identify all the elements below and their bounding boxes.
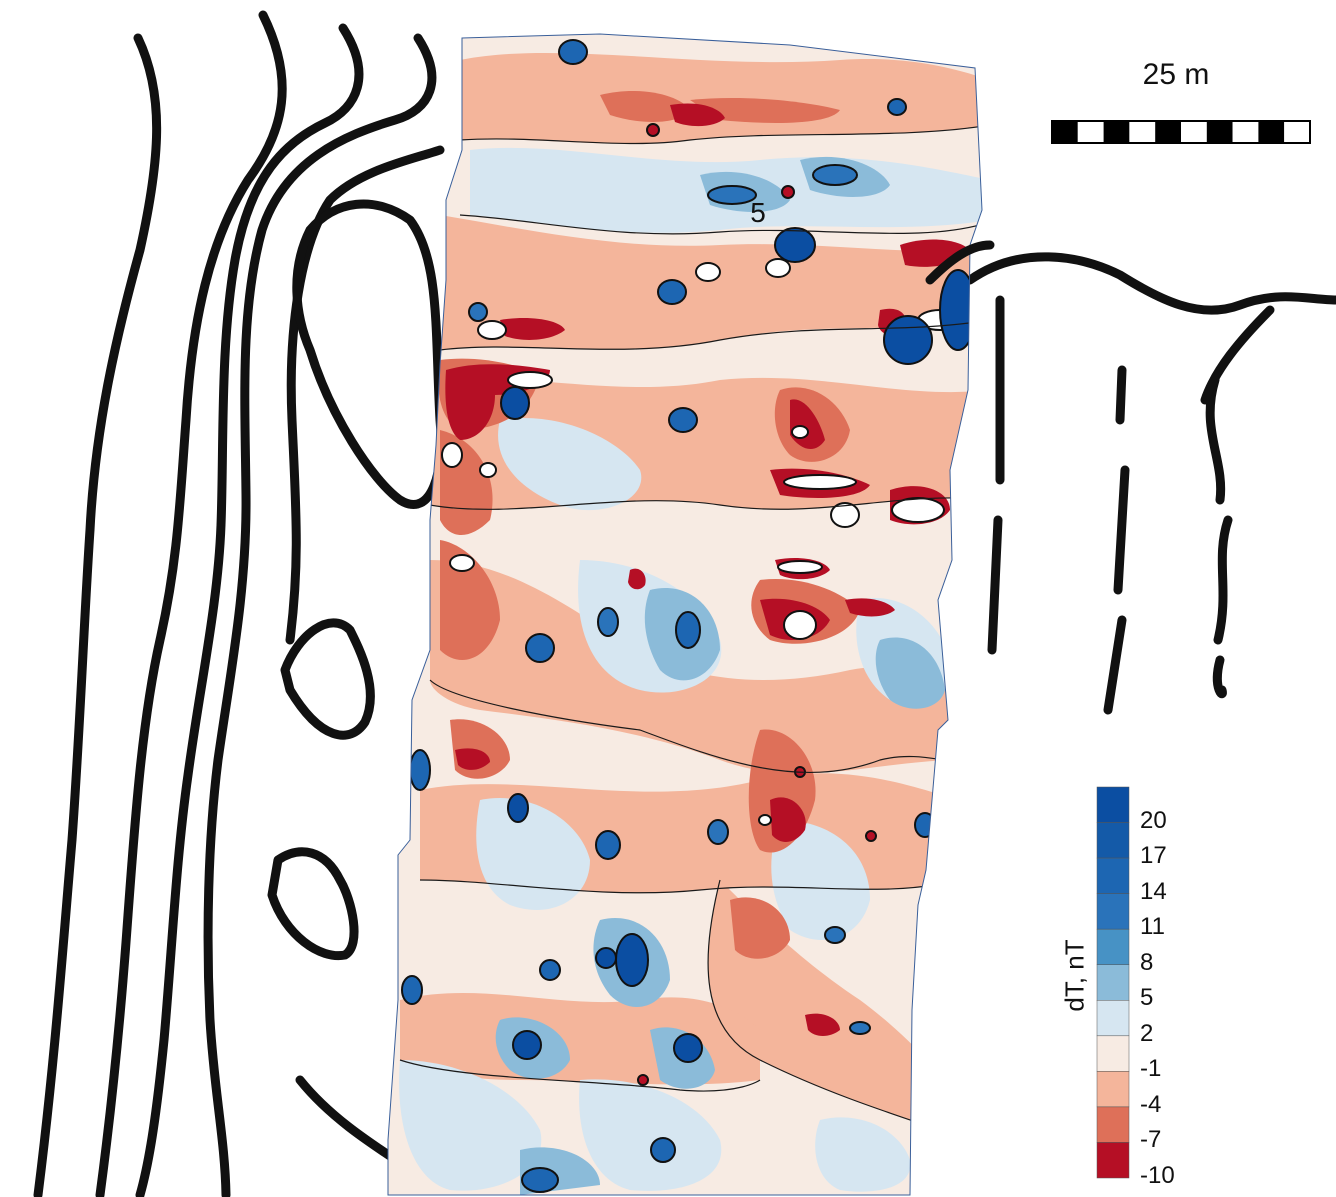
legend-tick-label: -1	[1140, 1055, 1162, 1083]
legend-title: dT, nT	[1059, 939, 1090, 1012]
terrain-contour-edge	[925, 240, 995, 285]
legend-tick-label: 14	[1140, 877, 1167, 905]
scale-bar-segment	[1284, 121, 1310, 143]
legend-color-swatch	[1096, 893, 1130, 930]
legend-color-swatch	[1096, 786, 1130, 823]
scale-bar-segment	[1052, 121, 1078, 143]
scale-bar-outline	[1051, 120, 1311, 144]
scale-bar	[1051, 120, 1311, 144]
legend-color-bar	[1096, 786, 1130, 1179]
scale-bar-label: 25 m	[1142, 58, 1210, 91]
legend-color-swatch	[1096, 1035, 1130, 1072]
scale-bar-segment	[1206, 121, 1233, 143]
scale-bar-segment	[1077, 121, 1104, 143]
legend-tick-label: -7	[1140, 1126, 1162, 1154]
legend-color-swatch	[1096, 1142, 1130, 1179]
legend-tick-label: 20	[1140, 806, 1167, 834]
scale-bar-segment	[1103, 121, 1130, 143]
legend-color-swatch	[1096, 857, 1130, 894]
legend-color-swatch	[1096, 822, 1130, 859]
scale-bar-segment	[1155, 121, 1181, 143]
scale-bar-segment	[1181, 121, 1207, 143]
magnetic-anomaly-field	[388, 34, 982, 1195]
field-label: 5	[750, 197, 766, 228]
legend-tick-label: 2	[1140, 1019, 1154, 1047]
legend-tick-label: 11	[1140, 913, 1165, 941]
terrain-contours-left	[33, 10, 1336, 1197]
legend-color-swatch	[1096, 1106, 1130, 1143]
legend-tick-label: -4	[1140, 1090, 1162, 1118]
legend-color-swatch	[1096, 1000, 1130, 1037]
legend-color-swatch	[1096, 928, 1130, 965]
legend-color-swatch	[1096, 964, 1130, 1001]
legend-tick-label: -10	[1140, 1162, 1175, 1189]
legend-tick-label: 17	[1140, 842, 1167, 870]
legend-tick-label: 8	[1140, 948, 1154, 976]
scale-bar-segment	[1258, 121, 1285, 143]
scale-bar-segment	[1232, 121, 1259, 143]
scale-bar-segment	[1129, 121, 1156, 143]
legend-color-swatch	[1096, 1071, 1130, 1108]
survey-boundary	[387, 33, 983, 1196]
legend-tick-label: 5	[1140, 984, 1154, 1012]
